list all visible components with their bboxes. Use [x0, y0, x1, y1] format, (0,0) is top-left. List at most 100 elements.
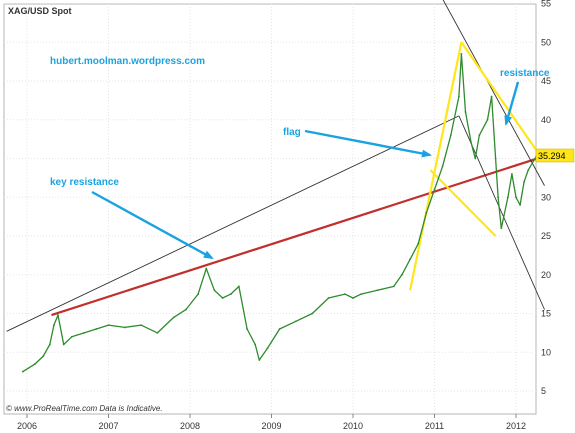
watermark: hubert.moolman.wordpress.com: [50, 56, 205, 67]
price-point: [497, 196, 499, 199]
source-note: © www.ProRealTime.com Data is Indicative…: [6, 404, 163, 413]
price-point: [449, 134, 452, 137]
price-point: [221, 297, 224, 299]
price-point: [266, 347, 269, 350]
price-point: [254, 343, 257, 346]
price-point: [295, 320, 297, 323]
y-tick-label: 30: [541, 192, 551, 202]
annotation-label: key resistance: [50, 177, 119, 188]
price-point: [417, 242, 420, 245]
price-point: [392, 285, 395, 288]
flag-top-line: [460, 41, 542, 157]
y-tick-label: 15: [541, 309, 551, 319]
price-point: [246, 328, 248, 330]
y-tick-label: 40: [541, 115, 551, 125]
last-price-label: 35.294: [538, 151, 566, 161]
lower-channel-line: [6, 115, 460, 332]
x-axis: 2006 2007 2008 2009 2010 2011 2012: [17, 414, 526, 431]
price-point: [140, 324, 143, 327]
price-point: [376, 289, 379, 292]
last-price-badge: [535, 148, 575, 163]
price-point: [511, 173, 513, 175]
x-tick-label: 2010: [343, 421, 363, 431]
x-tick-label: 2007: [98, 421, 118, 431]
y-tick-label: 45: [541, 76, 551, 86]
flag-pole-line: [408, 42, 463, 291]
y-tick-label: 50: [541, 37, 551, 47]
price-line: [22, 53, 537, 373]
annotation-label: flag: [283, 127, 301, 138]
price-point: [515, 196, 517, 199]
price-point: [238, 285, 240, 288]
chart-title: XAG/USD Spot: [8, 6, 72, 16]
price-point: [460, 52, 463, 55]
price-point: [433, 188, 436, 191]
price-point: [95, 328, 98, 330]
price-point: [470, 142, 473, 144]
price-point: [34, 362, 37, 365]
price-point: [527, 169, 530, 172]
price-point: [486, 118, 489, 121]
price-point: [464, 111, 467, 113]
annotation-label: resistance: [500, 68, 550, 79]
price-point: [172, 316, 175, 319]
price-point: [474, 157, 477, 160]
annotations: key resistance flag resistance: [50, 68, 550, 260]
price-point: [213, 289, 216, 292]
y-axis: 510152025303540455055: [541, 0, 551, 396]
price-point: [458, 95, 460, 98]
annotation-arrow: [504, 81, 520, 126]
price-point: [490, 95, 493, 98]
upper-channel-line: [442, 0, 545, 186]
price-point: [327, 297, 330, 299]
price-point: [478, 134, 481, 137]
plot-area: [3, 3, 537, 415]
grid: [4, 3, 536, 414]
x-tick-label: 2008: [180, 421, 200, 431]
price-point: [42, 355, 45, 358]
price-point: [48, 343, 51, 346]
price-point: [409, 258, 411, 261]
y-tick-label: 5: [541, 386, 546, 396]
price-point: [278, 328, 281, 330]
price-point: [506, 196, 509, 199]
flag-bottom-line: [429, 169, 497, 237]
x-tick-label: 2006: [17, 421, 37, 431]
y-tick-label: 55: [541, 0, 551, 9]
price-point: [62, 343, 65, 346]
price-point: [185, 308, 187, 311]
annotation-arrow: [304, 129, 432, 158]
price-point: [57, 314, 59, 316]
price-series: [22, 52, 538, 373]
price-point: [258, 359, 261, 361]
x-tick-label: 2012: [506, 421, 526, 431]
price-point: [197, 293, 200, 296]
price-point: [123, 326, 126, 329]
price-point: [500, 227, 503, 230]
price-point: [52, 324, 55, 327]
price-point: [441, 165, 444, 168]
price-point: [523, 180, 526, 183]
price-point: [360, 293, 363, 296]
annotation-arrow: [91, 190, 214, 260]
x-tick-label: 2011: [425, 421, 444, 431]
price-point: [70, 335, 73, 338]
key-resistance-line: [51, 155, 545, 317]
price-point: [401, 273, 403, 276]
y-tick-label: 10: [541, 347, 551, 357]
price-point: [425, 211, 428, 214]
price-point: [107, 324, 110, 327]
price-point: [519, 204, 521, 206]
price-point: [229, 293, 232, 296]
price-point: [205, 267, 208, 270]
y-tick-label: 25: [541, 231, 551, 241]
price-point: [311, 312, 314, 315]
price-point: [494, 157, 497, 160]
price-point: [83, 331, 85, 334]
y-tick-label: 20: [541, 270, 551, 280]
price-point: [22, 370, 24, 373]
price-point: [343, 293, 346, 296]
x-tick-label: 2009: [261, 421, 281, 431]
price-point: [156, 331, 159, 334]
